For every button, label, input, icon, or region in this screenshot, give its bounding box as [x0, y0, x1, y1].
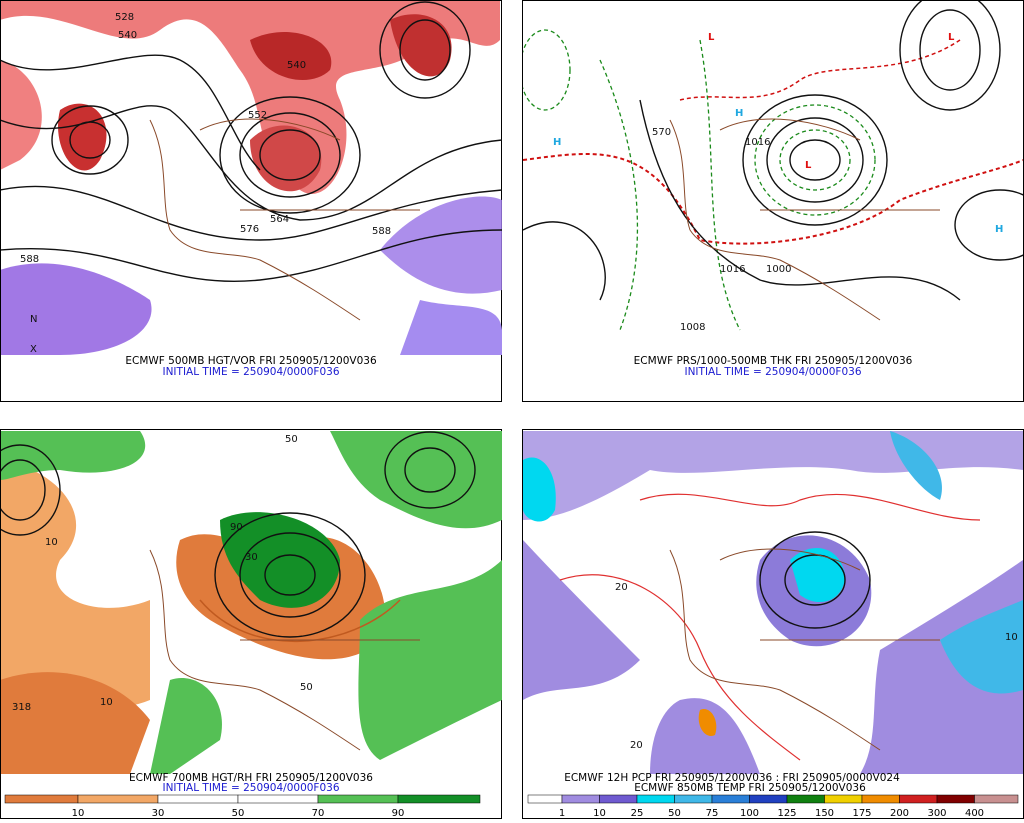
contour-label: 10 — [1005, 632, 1018, 643]
colorbar-label: 400 — [965, 808, 984, 819]
contour-label: 1016 — [720, 264, 745, 275]
panel-700mb: 50 10 10 30 318 50 90 ECMWF 700MB HGT/RH… — [0, 429, 502, 819]
colorbar-segment — [4, 794, 79, 804]
caption: ECMWF 500MB HGT/VOR FRI 250905/1200V036 — [125, 355, 377, 367]
colorbar-label: 50 — [232, 808, 245, 819]
colorbar-label: 30 — [152, 808, 165, 819]
colorbar-segment — [397, 794, 481, 804]
map — [1, 1, 502, 355]
contour-label: 552 — [248, 110, 267, 121]
colorbar-segment — [527, 794, 563, 804]
colorbar-label: 200 — [890, 808, 909, 819]
colorbar-segment — [749, 794, 788, 804]
colorbar-label: 10 — [72, 808, 85, 819]
contour-label: 576 — [240, 224, 259, 235]
panel-precip: 20 10 20 ECMWF 12H PCP FRI 250905/1200V0… — [522, 429, 1024, 819]
colorbar-label: 150 — [815, 808, 834, 819]
contour-label: 540 — [287, 60, 306, 71]
contour-label: 1008 — [680, 322, 705, 333]
caption: ECMWF 850MB TEMP FRI 250905/1200V036 — [634, 782, 866, 794]
colorbar-segment — [77, 794, 159, 804]
colorbar-segment — [317, 794, 399, 804]
contour-label: 318 — [12, 702, 31, 713]
colorbar: 1 10 25 50 75 100 125 150 175 200 300 400 — [527, 794, 1019, 819]
colorbar-segment — [237, 794, 319, 804]
colorbar-segment — [974, 794, 1019, 804]
panel-frame — [522, 0, 1024, 402]
low-marker: L — [948, 32, 955, 43]
colorbar-label: 75 — [706, 808, 719, 819]
colorbar-segment — [861, 794, 900, 804]
contour-label: 30 — [245, 552, 258, 563]
colorbar-segment — [157, 794, 239, 804]
colorbar-segment — [561, 794, 600, 804]
colorbar-label: 300 — [927, 808, 946, 819]
contour-label: 1016 — [745, 137, 770, 148]
colorbar-label: 50 — [668, 808, 681, 819]
colorbar-segment — [824, 794, 863, 804]
contour-label: 588 — [372, 226, 391, 237]
contour-label: 50 — [300, 682, 313, 693]
contour-label: 20 — [630, 740, 643, 751]
contour-label: 588 — [20, 254, 39, 265]
map-symbol: N — [30, 314, 37, 325]
caption: ECMWF 12H PCP FRI 250905/1200V036 : FRI … — [564, 772, 900, 784]
contour-label: 564 — [270, 214, 289, 225]
caption: INITIAL TIME = 250904/0000F036 — [684, 366, 861, 378]
low-marker: L — [805, 160, 812, 171]
colorbar-segment — [599, 794, 638, 804]
colorbar-label: 70 — [312, 808, 325, 819]
colorbar-segment — [899, 794, 938, 804]
high-marker: H — [735, 108, 743, 119]
contour-label: 50 — [285, 434, 298, 445]
high-marker: H — [995, 224, 1003, 235]
colorbar-segment — [674, 794, 713, 804]
colorbar-label: 90 — [392, 808, 405, 819]
contour-label: 540 — [118, 30, 137, 41]
panel-500mb: 528 540 540 552 564 576 588 588 N X ECMW… — [0, 0, 502, 402]
caption: ECMWF PRS/1000-500MB THK FRI 250905/1200… — [634, 355, 913, 367]
contour-label: 570 — [652, 127, 671, 138]
contour-label: 1000 — [766, 264, 791, 275]
panel-pressure: H H H L L L 1016 1008 1000 1016 570 ECMW… — [522, 0, 1024, 402]
contour-label: 20 — [615, 582, 628, 593]
colorbar-label: 10 — [593, 808, 606, 819]
colorbar-segment — [636, 794, 675, 804]
colorbar-label: 25 — [631, 808, 644, 819]
map — [523, 431, 1023, 774]
caption: ECMWF 700MB HGT/RH FRI 250905/1200V036 — [129, 772, 373, 784]
colorbar-label: 100 — [740, 808, 759, 819]
map-symbol: X — [30, 344, 37, 355]
contour-label: 90 — [230, 522, 243, 533]
colorbar-segment — [936, 794, 975, 804]
colorbar-label: 125 — [777, 808, 796, 819]
map — [523, 1, 1023, 331]
high-marker: H — [553, 137, 561, 148]
map — [1, 431, 502, 774]
colorbar: 10 30 50 70 90 — [4, 794, 481, 819]
contour-label: 528 — [115, 12, 134, 23]
low-marker: L — [708, 32, 715, 43]
caption: INITIAL TIME = 250904/0000F036 — [162, 782, 339, 794]
contour-label: 10 — [100, 697, 113, 708]
caption: INITIAL TIME = 250904/0000F036 — [162, 366, 339, 378]
contour-label: 10 — [45, 537, 58, 548]
colorbar-segment — [711, 794, 750, 804]
colorbar-label: 1 — [559, 808, 565, 819]
colorbar-segment — [786, 794, 825, 804]
colorbar-label: 175 — [852, 808, 871, 819]
